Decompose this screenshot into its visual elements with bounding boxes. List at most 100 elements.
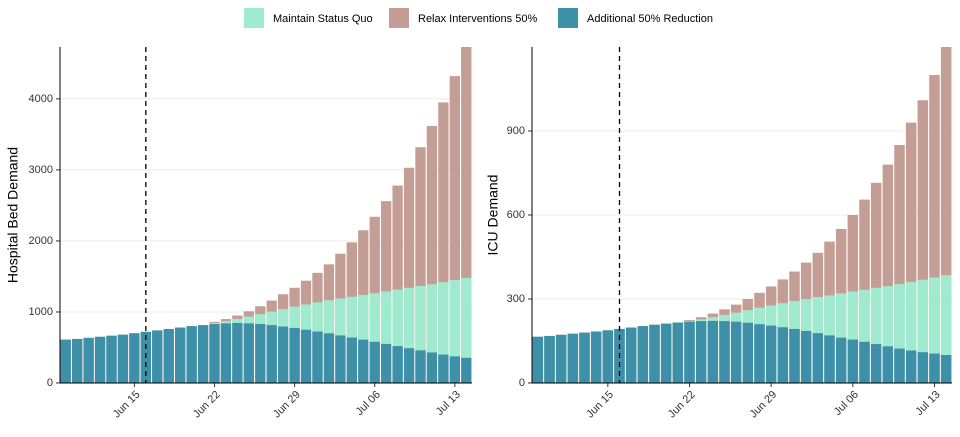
bar: [449, 356, 460, 383]
bar: [754, 324, 765, 383]
x-tick-label: Jun 15: [111, 389, 143, 421]
bar: [415, 350, 426, 383]
bar: [929, 75, 940, 383]
x-tick-label: Jul 13: [434, 389, 463, 418]
bar: [163, 329, 174, 383]
bar: [106, 335, 117, 383]
bar: [117, 334, 129, 383]
bar: [649, 324, 660, 383]
bar: [186, 326, 197, 383]
bar: [152, 330, 163, 383]
bar: [381, 343, 392, 383]
legend-swatch: [558, 8, 578, 28]
bar: [403, 348, 415, 383]
bar: [461, 357, 472, 383]
bar: [859, 289, 870, 383]
bar: [94, 336, 106, 383]
bar: [894, 145, 905, 383]
bar: [905, 281, 917, 383]
legend-label: Relax Interventions 50%: [418, 13, 537, 25]
y-axis-label: Hospital Bed Demand: [5, 147, 21, 283]
bar: [894, 348, 905, 383]
bar: [232, 322, 243, 383]
x-tick-label: Jul 06: [354, 389, 383, 418]
bar: [940, 275, 952, 383]
bar: [220, 323, 232, 383]
bar: [449, 279, 460, 383]
bar: [940, 47, 952, 383]
bar: [83, 337, 94, 383]
bar: [461, 277, 472, 383]
bar: [672, 322, 684, 383]
bar: [894, 284, 905, 383]
bar: [358, 294, 369, 383]
y-tick-label: 1000: [29, 306, 53, 318]
bar: [917, 100, 929, 383]
bar: [532, 336, 544, 383]
bar: [579, 332, 590, 383]
bar: [438, 282, 449, 383]
bar: [346, 337, 357, 383]
bar: [392, 185, 403, 383]
y-tick-label: 4000: [29, 93, 53, 105]
bar: [835, 337, 847, 383]
bar: [719, 321, 730, 383]
x-tick-label: Jun 22: [666, 389, 698, 421]
bar: [590, 331, 602, 383]
bar: [243, 323, 254, 383]
bar: [800, 330, 812, 383]
bar: [197, 325, 209, 383]
bar: [392, 346, 403, 383]
bar: [870, 287, 882, 383]
bar: [882, 164, 894, 383]
bar: [812, 333, 824, 383]
x-tick-label: Jun 29: [748, 389, 780, 421]
y-axis-label: ICU Demand: [485, 175, 501, 256]
bar: [847, 291, 859, 383]
y-tick-label: 0: [519, 377, 525, 389]
bar: [72, 338, 83, 383]
bar: [637, 326, 649, 383]
bar: [660, 323, 672, 383]
bar: [882, 346, 894, 383]
bar: [461, 47, 472, 383]
x-tick-label: Jun 15: [584, 389, 616, 421]
x-tick-label: Jul 06: [832, 389, 861, 418]
bar: [323, 333, 335, 383]
bar: [369, 341, 380, 383]
x-tick-label: Jun 22: [191, 389, 223, 421]
bar: [381, 291, 392, 383]
bar: [300, 329, 312, 383]
bar: [567, 333, 579, 383]
bar: [175, 327, 186, 383]
y-tick-label: 3000: [29, 164, 53, 176]
y-tick-label: 600: [507, 209, 525, 221]
bar: [742, 322, 754, 383]
bar: [438, 102, 449, 384]
bar: [289, 327, 300, 383]
bar: [129, 333, 140, 383]
bar: [415, 286, 426, 383]
bar: [415, 147, 426, 383]
bar: [449, 76, 460, 384]
bar: [707, 320, 719, 383]
bar: [358, 339, 369, 383]
bar: [929, 277, 940, 383]
bar: [392, 289, 403, 383]
bar: [765, 325, 777, 383]
bar: [312, 331, 323, 383]
y-tick-label: 0: [47, 377, 53, 389]
bar: [870, 344, 882, 383]
bar: [602, 330, 614, 383]
bar: [438, 354, 449, 383]
bar: [426, 284, 438, 383]
bar: [266, 325, 277, 383]
bar: [847, 339, 859, 383]
bar: [544, 335, 555, 383]
bar: [730, 321, 742, 383]
bar: [403, 167, 415, 383]
bar: [695, 321, 707, 383]
y-tick-label: 300: [507, 293, 525, 305]
bar: [905, 350, 917, 383]
